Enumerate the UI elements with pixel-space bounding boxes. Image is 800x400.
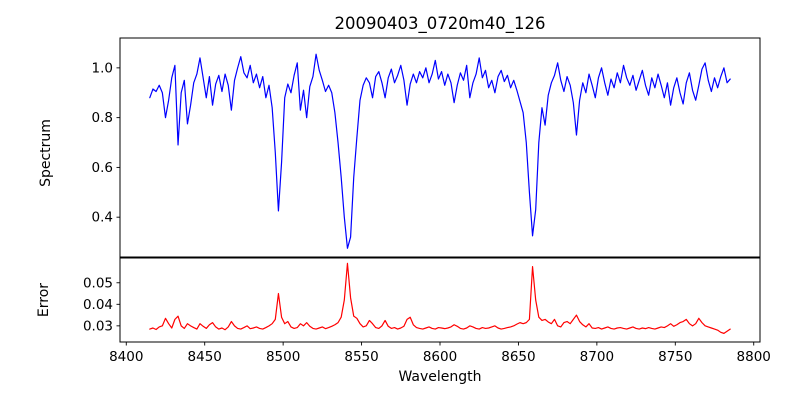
x-tick-label: 8750 (658, 349, 692, 365)
y-tick-label: 0.04 (83, 297, 113, 313)
x-tick-label: 8800 (737, 349, 771, 365)
x-tick-label: 8600 (423, 349, 457, 365)
y-tick-label: 0.6 (92, 160, 113, 176)
spectrum-line (149, 53, 731, 249)
error-line (149, 262, 731, 334)
y-tick-label: 0.4 (92, 210, 113, 226)
axes-layer: 0.4 0.6 0.8 1.0 0.03 0.04 0.05 8400 8450 8500 8550… (83, 37, 771, 365)
x-tick-label: 8650 (501, 349, 535, 365)
y-tick-label: 0.05 (83, 275, 113, 291)
y-tick-label: 1.0 (92, 60, 113, 76)
x-axis-label: Wavelength (398, 369, 481, 385)
y-axis-label-error: Error (36, 283, 52, 317)
y-tick-label: 0.8 (92, 110, 113, 126)
axes-border (119, 257, 761, 343)
x-tick-label: 8700 (580, 349, 614, 365)
y-tick-label: 0.03 (83, 318, 113, 334)
chart-title: 20090403_0720m40_126 (334, 14, 545, 34)
x-tick-label: 8450 (188, 349, 222, 365)
axes-border (119, 37, 761, 258)
x-tick-label: 8550 (344, 349, 378, 365)
x-tick-label: 8400 (109, 349, 143, 365)
y-axis-label-spectrum: Spectrum (38, 119, 54, 187)
x-tick-label: 8500 (266, 349, 300, 365)
